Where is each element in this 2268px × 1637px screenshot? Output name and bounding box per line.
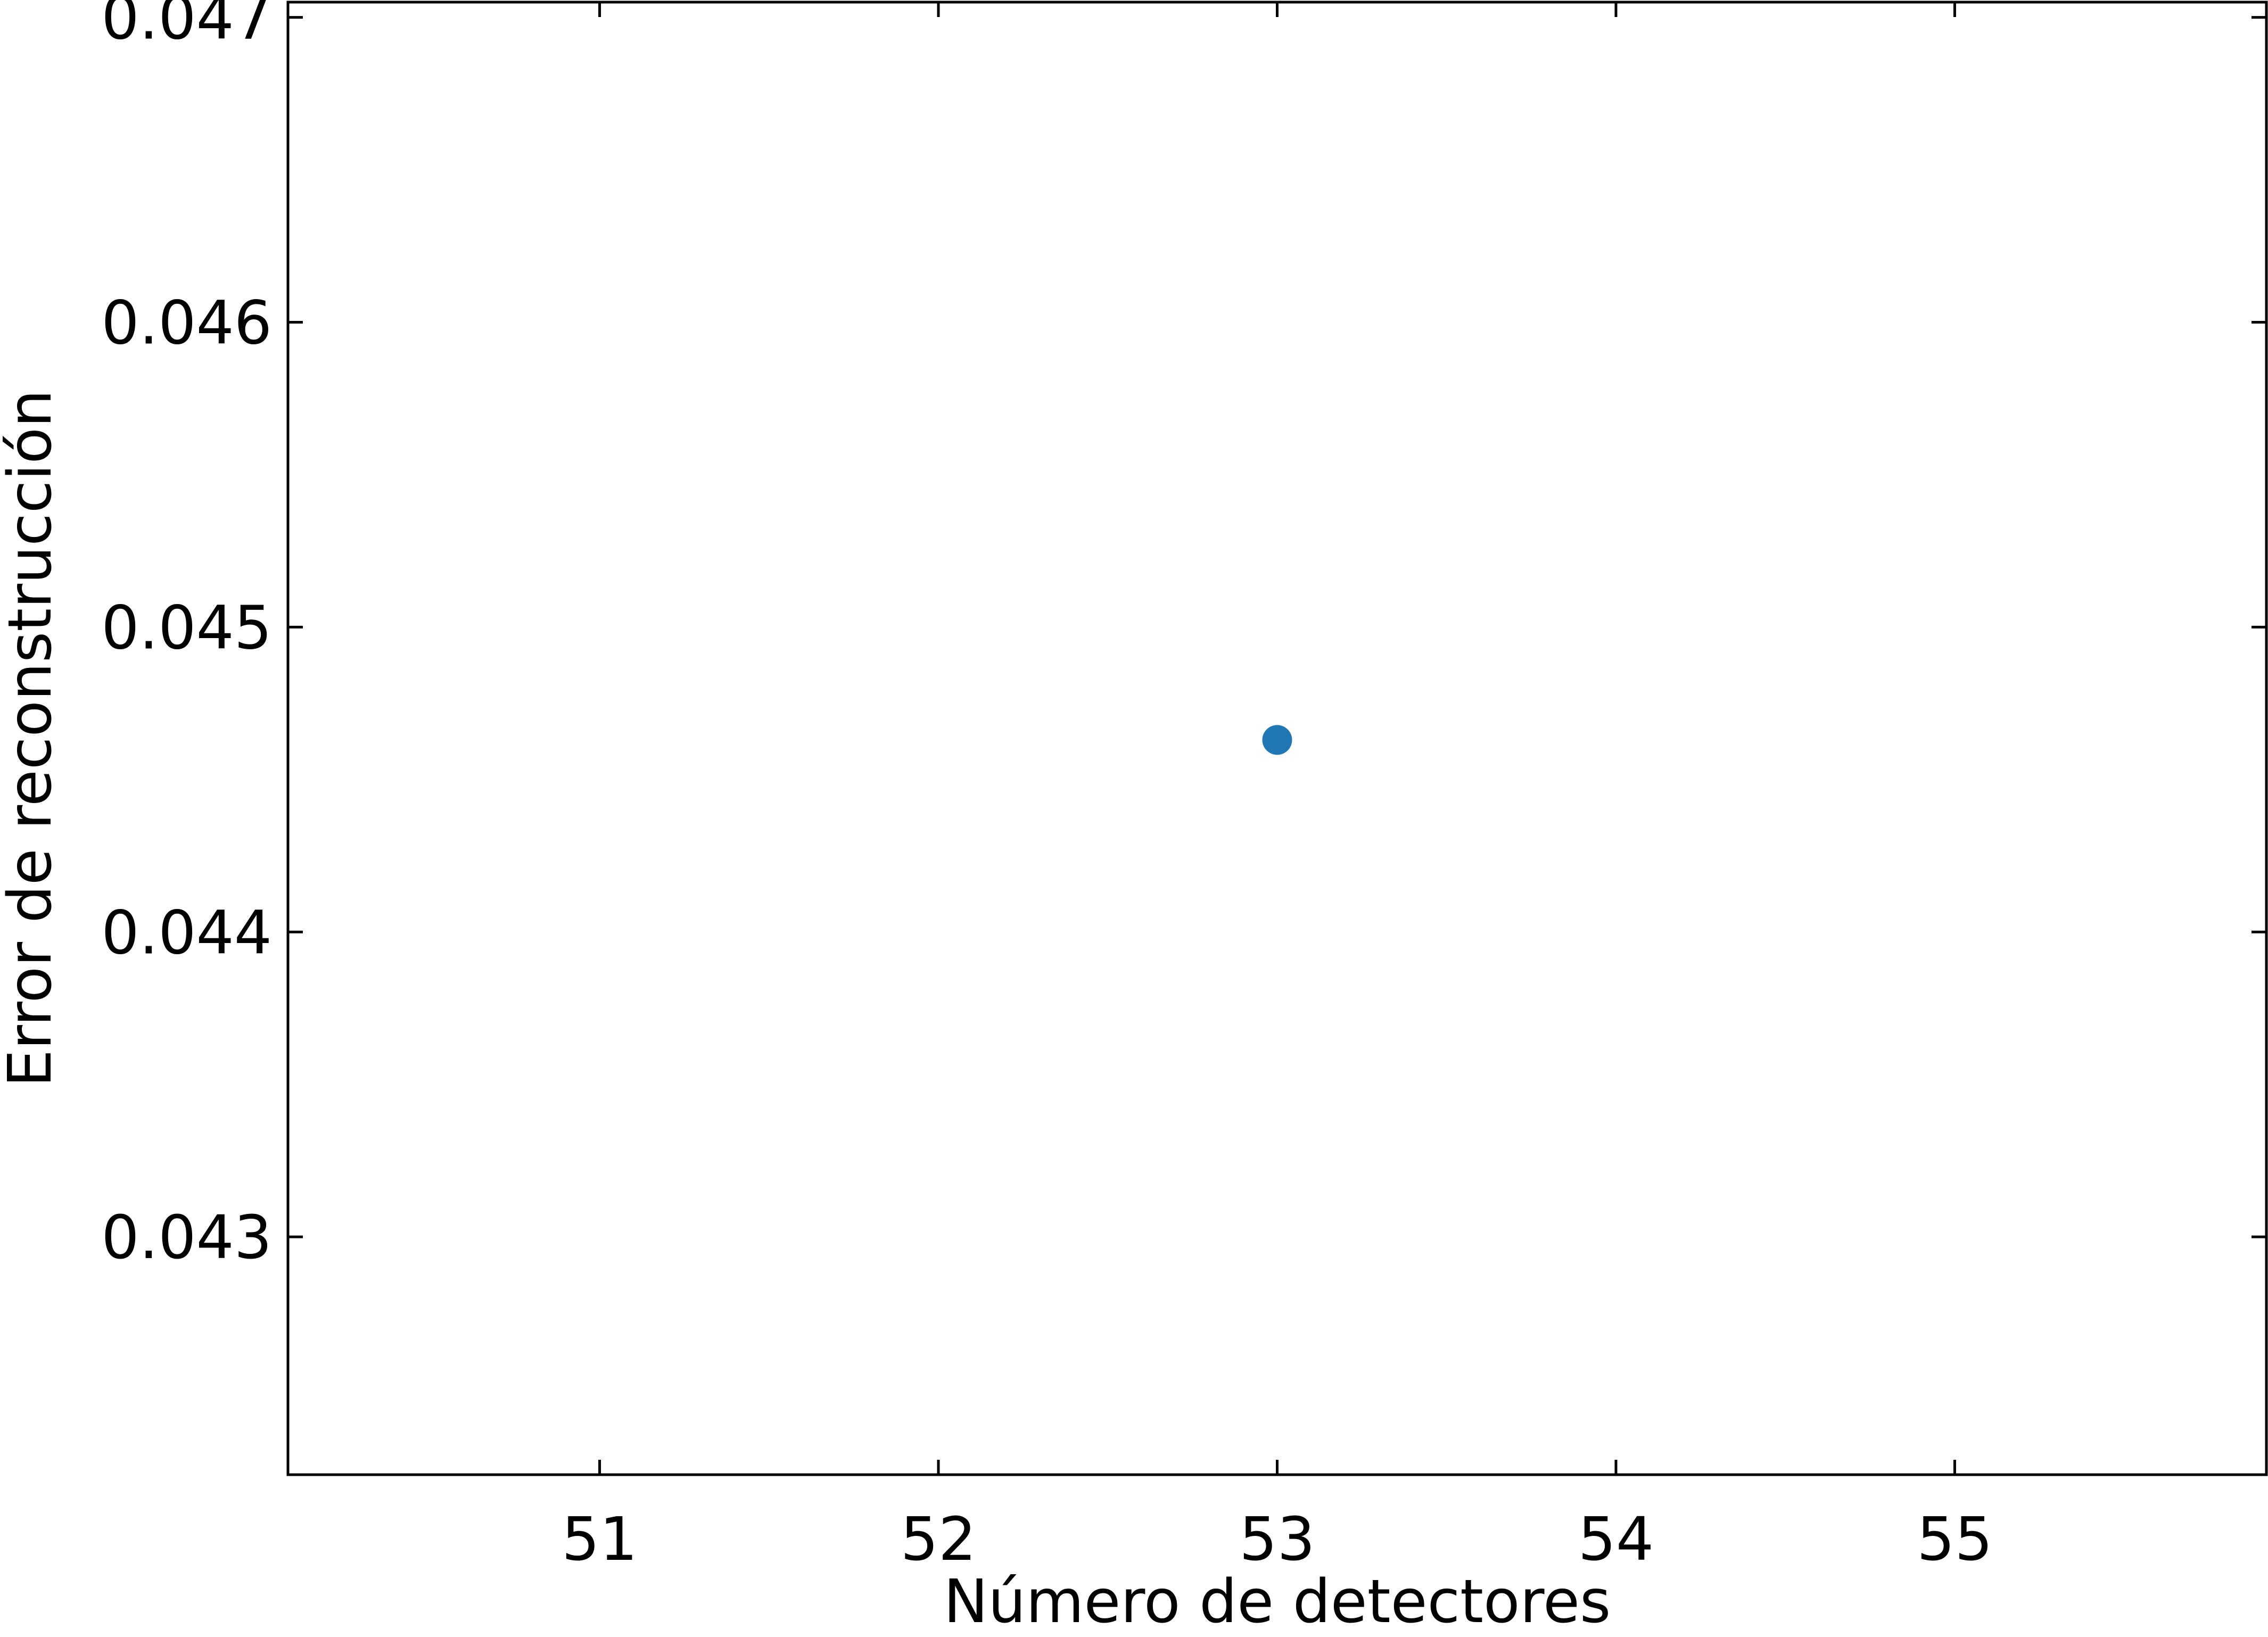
y-tick-label: 0.045	[101, 593, 272, 663]
y-axis-ticks: 0.043 0.044 0.045 0.046 0.047	[101, 0, 2266, 1272]
x-axis-ticks: 51 52 53 54 55	[562, 2, 1993, 1574]
x-tick-label: 54	[1578, 1505, 1654, 1574]
x-tick-label: 51	[562, 1505, 638, 1574]
y-tick-label: 0.046	[101, 289, 272, 358]
data-point	[1262, 725, 1292, 755]
x-tick-label: 55	[1917, 1505, 1993, 1574]
y-tick-label: 0.047	[101, 0, 272, 53]
x-tick-label: 53	[1239, 1505, 1315, 1574]
x-tick-label: 52	[901, 1505, 977, 1574]
y-tick-label: 0.043	[101, 1203, 272, 1272]
data-points	[1262, 725, 1292, 755]
plot-frame	[286, 1, 2268, 1476]
x-axis-label: Número de detectores	[944, 1567, 1611, 1636]
y-tick-label: 0.044	[101, 898, 272, 968]
y-axis-label: Error de reconstrucción	[0, 390, 65, 1087]
